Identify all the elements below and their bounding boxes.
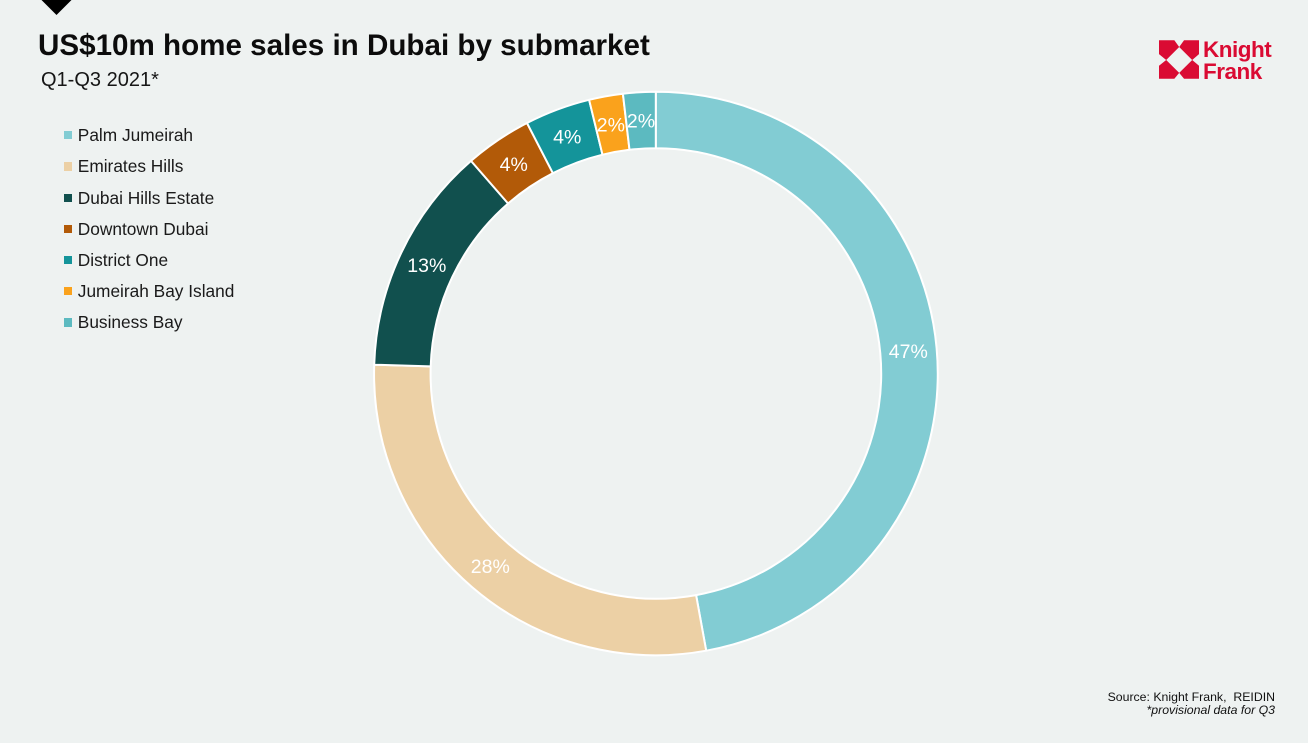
svg-text:13%: 13% bbox=[407, 255, 446, 277]
svg-text:2%: 2% bbox=[597, 114, 625, 136]
svg-text:4%: 4% bbox=[500, 154, 528, 176]
svg-text:47%: 47% bbox=[889, 341, 928, 363]
svg-text:4%: 4% bbox=[553, 126, 581, 148]
svg-text:28%: 28% bbox=[471, 556, 510, 578]
svg-text:2%: 2% bbox=[627, 111, 655, 133]
